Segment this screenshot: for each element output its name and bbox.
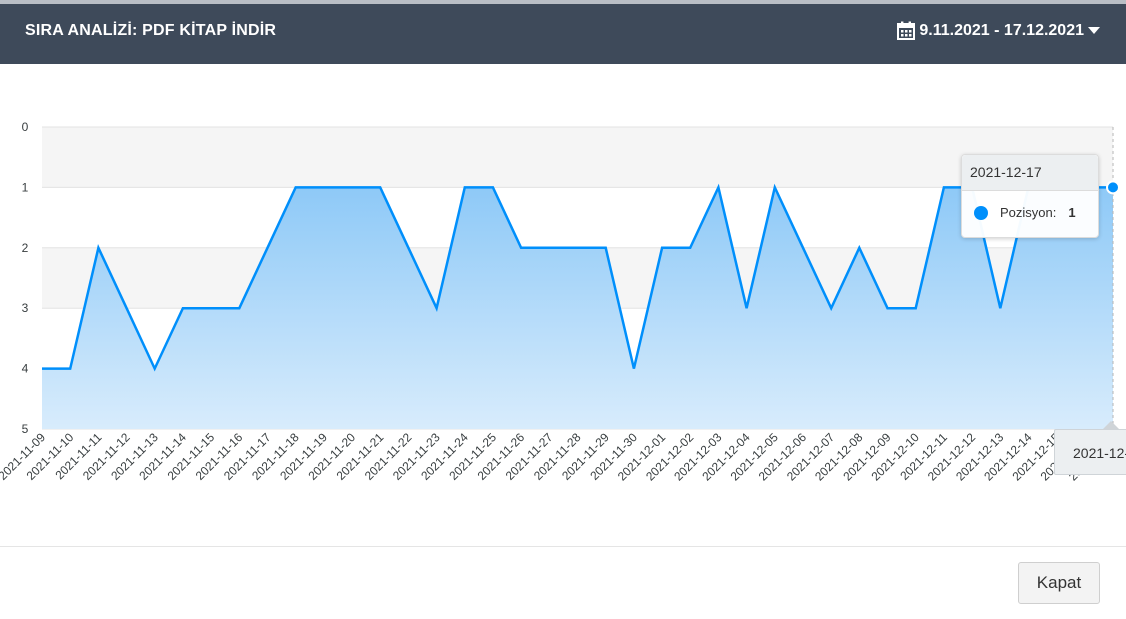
- series-area: [42, 187, 1113, 429]
- calendar-icon: [897, 21, 916, 40]
- x-tooltip-arrow: [1103, 421, 1119, 429]
- data-tooltip: 2021-12-17 Pozisyon: 1: [961, 154, 1099, 238]
- series-line: [42, 183, 1113, 372]
- tooltip-value: 1: [1068, 205, 1076, 220]
- date-range-picker[interactable]: 9.11.2021 - 17.12.2021: [897, 21, 1100, 40]
- y-tick-label: 1: [22, 180, 29, 194]
- footer-divider: [0, 546, 1126, 547]
- data-point: [1106, 180, 1120, 195]
- x-axis-tooltip: 2021-12-17: [1054, 429, 1126, 475]
- tooltip-title: 2021-12-17: [962, 155, 1098, 191]
- grid-band: [42, 127, 1113, 188]
- y-tick-label: 3: [22, 301, 29, 315]
- tooltip-series-label: Pozisyon:: [1000, 205, 1057, 220]
- y-tick-label: 4: [22, 362, 29, 376]
- caret-down-icon: [1088, 26, 1100, 35]
- y-tick-label: 0: [22, 120, 29, 134]
- series-marker-icon: [974, 205, 988, 220]
- modal-header: SIRA ANALİZİ: PDF KİTAP İNDİR 9.11.2021 …: [0, 0, 1126, 64]
- modal-title: SIRA ANALİZİ: PDF KİTAP İNDİR: [25, 22, 277, 39]
- y-tick-label: 5: [22, 422, 29, 436]
- tooltip-body: Pozisyon: 1: [962, 191, 1098, 220]
- date-range-label: 9.11.2021 - 17.12.2021: [919, 21, 1084, 39]
- y-tick-label: 2: [22, 241, 29, 255]
- close-button[interactable]: Kapat: [1018, 562, 1100, 604]
